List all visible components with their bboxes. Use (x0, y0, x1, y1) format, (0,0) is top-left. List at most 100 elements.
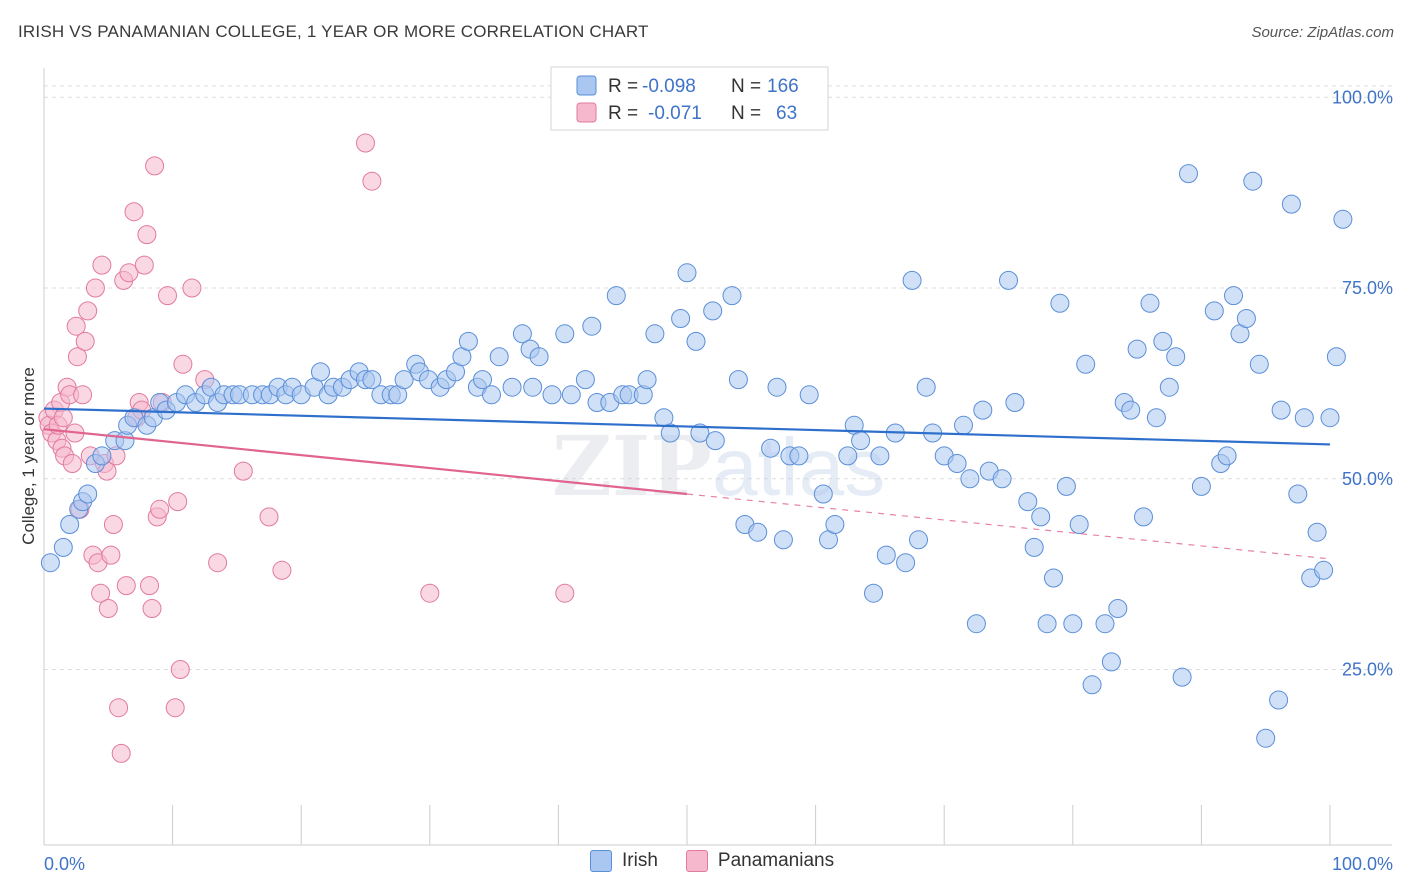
irish-point-161 (1320, 408, 1340, 428)
irish-point-119 (1024, 537, 1044, 557)
irish-point-149 (1236, 309, 1256, 328)
irish-point-44 (394, 370, 414, 390)
panamanian-point-22 (85, 278, 105, 298)
panamanian-point-61 (362, 171, 382, 191)
irish-point-54 (473, 370, 492, 390)
irish-point-69 (606, 286, 626, 306)
irish-point-65 (575, 370, 595, 390)
irish-point-100 (870, 446, 890, 466)
trend-line-solid-1 (43, 428, 688, 496)
chart-title: IRISH VS PANAMANIAN COLLEGE, 1 YEAR OR M… (18, 22, 649, 41)
panamanian-point-35 (116, 576, 136, 596)
irish-point-116 (999, 270, 1018, 290)
irish-point-133 (1121, 400, 1141, 420)
irish-point-79 (686, 331, 706, 351)
legend-swatch-irish-bottom (590, 850, 612, 872)
irish-point-138 (1153, 331, 1173, 351)
panamanian-point-51 (168, 492, 188, 512)
irish-point-61 (529, 347, 549, 367)
trend-line-solid-0 (43, 407, 1331, 446)
irish-point-120 (1031, 507, 1051, 527)
legend-label-panamanians: Panamanians (717, 850, 835, 871)
y-tick-label-25: 25.0% (1342, 660, 1393, 680)
x-tick-label-max: 100.0% (1332, 854, 1393, 874)
irish-point-140 (1166, 347, 1186, 367)
irish-point-64 (561, 385, 581, 405)
legend-n-label-panamanians: N = (731, 103, 761, 124)
panamanian-point-43 (140, 576, 159, 596)
irish-point-141 (1172, 667, 1192, 687)
irish-point-112 (966, 614, 986, 634)
irish-point-139 (1159, 377, 1179, 397)
irish-point-154 (1271, 400, 1291, 420)
irish-point-147 (1224, 286, 1243, 306)
irish-point-66 (582, 316, 602, 336)
irish-point-63 (555, 324, 575, 344)
irish-points (40, 164, 1353, 748)
irish-point-80 (690, 423, 710, 443)
irish-point-5 (78, 484, 98, 504)
source-credit: Source: ZipAtlas.com (1251, 24, 1394, 41)
irish-point-130 (1101, 652, 1121, 672)
irish-point-104 (902, 270, 922, 290)
irish-point-162 (1326, 347, 1346, 367)
y-tick-labels: 25.0% 50.0% 75.0% 100.0% (1332, 87, 1393, 679)
irish-point-52 (458, 331, 478, 351)
irish-point-128 (1082, 675, 1102, 695)
irish-point-76 (660, 423, 680, 443)
panamanian-point-36 (119, 263, 139, 283)
legend-swatch-irish (576, 75, 597, 96)
legend-n-value-irish: 166 (767, 76, 799, 97)
y-axis-label: College, 1 year or more (19, 367, 38, 545)
panamanian-point-49 (158, 286, 177, 306)
irish-point-137 (1146, 408, 1166, 428)
trend-lines (43, 407, 1331, 560)
panamanian-point-24 (91, 583, 111, 603)
irish-point-109 (947, 454, 967, 473)
legend-entry-panamanians[interactable]: Panamanians (685, 850, 835, 872)
irish-point-110 (954, 415, 973, 435)
legend-swatch-panamanians-bottom (685, 850, 708, 872)
correlation-legend: R = -0.098 N = 166 R = -0.071 N = 63 (550, 66, 829, 131)
panamanian-point-52 (170, 660, 190, 679)
y-tick-label-100: 100.0% (1332, 87, 1393, 107)
irish-point-2 (60, 515, 80, 534)
panamanian-point-47 (150, 499, 170, 519)
irish-point-142 (1179, 164, 1198, 184)
legend-entry-irish[interactable]: Irish (590, 850, 658, 872)
irish-point-144 (1204, 301, 1224, 321)
irish-point-124 (1056, 476, 1076, 496)
panamanian-point-60 (356, 133, 375, 153)
irish-point-58 (512, 324, 532, 344)
x-tick-labels: 0.0% 100.0% (44, 854, 1393, 874)
irish-point-1 (53, 537, 73, 557)
irish-point-93 (813, 484, 833, 504)
irish-point-146 (1217, 446, 1237, 466)
panamanian-point-17 (73, 385, 93, 405)
irish-point-122 (1044, 568, 1063, 588)
irish-point-151 (1249, 354, 1269, 374)
irish-point-159 (1307, 522, 1327, 542)
panamanian-point-53 (173, 354, 193, 374)
irish-point-126 (1069, 515, 1089, 534)
irish-point-136 (1140, 293, 1160, 313)
irish-point-40 (362, 370, 382, 390)
panamanian-point-29 (101, 545, 121, 565)
irish-point-131 (1108, 599, 1128, 618)
panamanian-point-58 (259, 507, 279, 527)
irish-point-121 (1037, 614, 1057, 634)
irish-point-62 (542, 385, 562, 405)
panamanian-point-28 (98, 599, 118, 618)
irish-point-134 (1127, 339, 1147, 359)
panamanian-point-14 (66, 316, 86, 336)
irish-point-77 (671, 309, 691, 328)
irish-point-73 (637, 370, 657, 390)
irish-point-7 (92, 446, 112, 466)
panamanian-point-44 (142, 599, 162, 618)
legend-r-label-irish: R = (608, 76, 638, 97)
legend-label-irish: Irish (622, 850, 658, 871)
irish-point-88 (767, 377, 787, 397)
irish-point-152 (1256, 728, 1276, 748)
legend-r-value-panamanians: -0.071 (648, 103, 702, 124)
irish-point-127 (1076, 354, 1096, 374)
